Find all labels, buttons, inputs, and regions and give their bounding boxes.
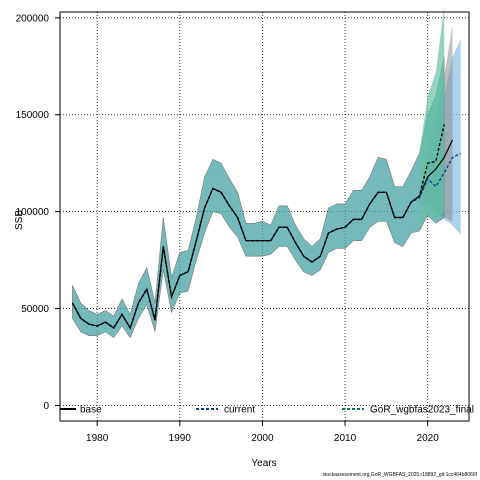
y-tick-label: 50000 <box>21 304 49 315</box>
x-tick-label: 2000 <box>251 433 274 444</box>
y-tick-label: 100000 <box>16 207 50 218</box>
plot-frame <box>59 11 470 422</box>
caption: stockassessment.org,GoR_WGBFAS_2025,r188… <box>322 472 477 478</box>
y-tick-label: 200000 <box>16 13 50 24</box>
x-axis: 1980 1990 2000 2010 2020 <box>86 421 439 444</box>
series-lines <box>71 124 462 330</box>
x-tick-label: 1990 <box>169 433 192 444</box>
x-tick-label: 2020 <box>417 433 440 444</box>
y-tick-label: 0 <box>43 401 49 412</box>
y-tick-label: 150000 <box>16 110 50 121</box>
y-axis: 0 50000 100000 150000 200000 <box>16 13 60 412</box>
forecast-band-gor <box>419 6 445 228</box>
legend: base current GoR_wgbfas2023_final <box>60 405 474 416</box>
x-tick-label: 2010 <box>334 433 357 444</box>
legend-label-gor: GoR_wgbfas2023_final <box>370 405 474 416</box>
legend-label-current: current <box>224 405 255 416</box>
line-gor <box>71 124 445 330</box>
legend-label-base: base <box>80 405 102 416</box>
y-axis-title: SSB <box>14 210 25 230</box>
band-gor <box>72 56 445 339</box>
confidence-bands <box>72 6 461 339</box>
x-tick-label: 1980 <box>86 433 109 444</box>
x-axis-title: Years <box>251 458 276 469</box>
